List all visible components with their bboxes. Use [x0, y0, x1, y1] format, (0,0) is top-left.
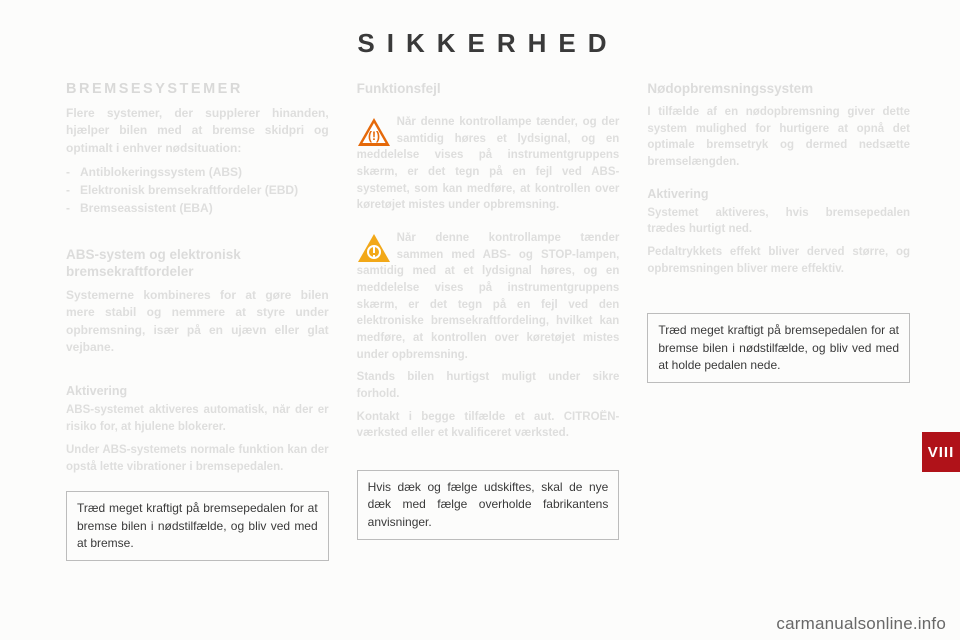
bullet-abs: Antiblokeringssystem (ABS): [66, 163, 329, 181]
columns: BREMSESYSTEMER Flere systemer, der suppl…: [66, 81, 910, 561]
heading-brake-systems: BREMSESYSTEMER: [66, 81, 329, 97]
contact-text: Kontakt i begge tilfælde et aut. CITROËN…: [357, 409, 620, 442]
col-left: BREMSESYSTEMER Flere systemer, der suppl…: [66, 81, 329, 561]
col-middle: Funktionsfejl (!) Når denne kontrollampe…: [357, 81, 620, 561]
abs-ebd-body: Systemerne kombineres for at gøre bilen …: [66, 287, 329, 357]
bullet-eba: Bremseassistent (EBA): [66, 199, 329, 217]
activation-body1: ABS-systemet aktiveres automatisk, når d…: [66, 402, 329, 435]
chapter-tab: VIII: [922, 432, 960, 472]
right-body1: Systemet aktiveres, hvis bremsepedalen t…: [647, 205, 910, 238]
col-right: Nødopbremsningssystem I tilfælde af en n…: [647, 81, 910, 561]
warning-block-1: (!) Når denne kontrollampe tænder, og de…: [357, 114, 620, 220]
right-body2: Pedaltrykkets effekt bliver derved størr…: [647, 244, 910, 277]
heading-activation-left: Aktivering: [66, 384, 329, 398]
heading-emergency-brake: Nødopbremsningssystem: [647, 81, 910, 98]
note-box-left: Træd meget kraftigt på bremsepedalen for…: [66, 491, 329, 561]
heading-malfunction: Funktionsfejl: [357, 81, 620, 98]
warning2-text: Når denne kontrollampe tænder sammen med…: [357, 230, 620, 363]
page-title: SIKKERHED: [66, 28, 910, 59]
right-intro: I tilfælde af en nødopbremsning giver de…: [647, 104, 910, 171]
bullet-ebd: Elektronisk bremsekraftfordeler (EBD): [66, 181, 329, 199]
heading-activation-right: Aktivering: [647, 187, 910, 201]
warning1-text: Når denne kontrollampe tænder, og der sa…: [357, 114, 620, 214]
activation-body2: Under ABS-systemets normale funktion kan…: [66, 442, 329, 475]
manual-page: SIKKERHED BREMSESYSTEMER Flere systemer,…: [0, 0, 960, 640]
footer-source: carmanualsonline.info: [776, 614, 946, 634]
warning-block-2: Når denne kontrollampe tænder sammen med…: [357, 230, 620, 369]
note-box-middle: Hvis dæk og fælge udskiftes, skal de nye…: [357, 470, 620, 540]
heading-abs-ebd: ABS-system og elektronisk bremsekraftfor…: [66, 247, 329, 281]
note-box-right: Træd meget kraftigt på bremsepedalen for…: [647, 313, 910, 383]
left-bullets: Antiblokeringssystem (ABS) Elektronisk b…: [66, 163, 329, 217]
left-intro: Flere systemer, der supplerer hinanden, …: [66, 105, 329, 157]
stop-text: Stands bilen hurtigst muligt under sikre…: [357, 369, 620, 402]
